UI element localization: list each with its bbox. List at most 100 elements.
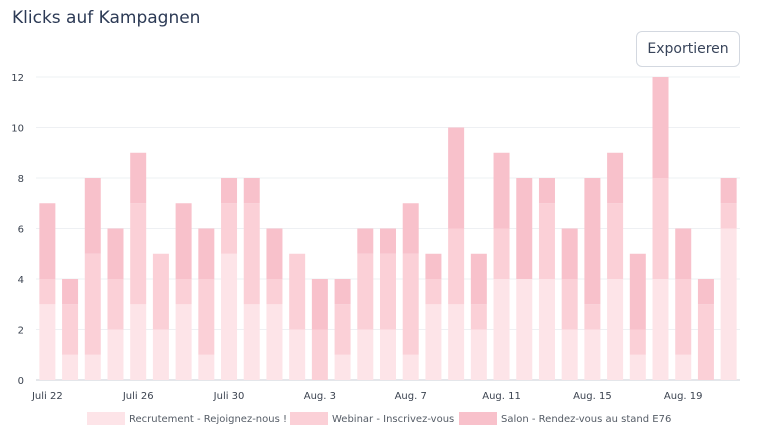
bar	[470, 253, 487, 305]
bar	[334, 304, 351, 355]
bar	[425, 304, 442, 380]
bar	[84, 178, 101, 254]
x-tick-label: Aug. 7	[395, 391, 427, 402]
y-tick-label: 4	[18, 275, 24, 286]
bar	[584, 329, 601, 380]
legend-swatch	[459, 412, 497, 425]
bar	[607, 279, 624, 380]
bar	[584, 178, 601, 305]
chart-title: Klicks auf Kampagnen	[12, 8, 201, 28]
bar	[538, 203, 555, 279]
bar	[538, 279, 555, 380]
bar	[221, 253, 238, 380]
bar	[107, 329, 124, 380]
bar	[448, 127, 465, 229]
bar	[84, 253, 101, 355]
bar	[266, 304, 283, 380]
bar	[311, 279, 328, 330]
bar	[493, 228, 510, 279]
bar	[357, 253, 374, 330]
legend-label: Webinar - Inscrivez-vous	[332, 414, 454, 425]
bar	[198, 354, 215, 380]
bar	[175, 279, 192, 305]
bar	[289, 329, 306, 380]
bar	[357, 228, 374, 254]
bar	[652, 178, 669, 279]
legend-swatch	[290, 412, 328, 425]
bar	[470, 329, 487, 380]
bar	[130, 304, 147, 380]
bar	[629, 329, 646, 355]
bar	[39, 304, 56, 380]
y-tick-label: 12	[11, 73, 24, 84]
bar	[266, 228, 283, 279]
legend-label: Recrutement - Rejoignez-nous !	[129, 414, 287, 425]
bar	[652, 77, 669, 178]
bar	[697, 279, 714, 305]
bar	[493, 152, 510, 229]
bar	[107, 228, 124, 279]
bar	[516, 279, 533, 380]
bar	[697, 304, 714, 380]
bar	[448, 228, 465, 305]
bar	[62, 304, 79, 355]
bar	[39, 203, 56, 279]
bar	[311, 329, 328, 380]
bar	[380, 228, 396, 254]
bar	[493, 279, 510, 380]
bar	[130, 203, 147, 305]
bar	[720, 178, 737, 204]
bar	[470, 304, 487, 330]
bar	[175, 304, 192, 380]
bar	[425, 253, 442, 279]
bar	[629, 354, 646, 380]
bar	[675, 228, 692, 279]
bar	[561, 329, 578, 380]
bar	[607, 152, 624, 204]
bar	[198, 228, 215, 279]
bar	[561, 228, 578, 279]
bar	[652, 279, 669, 380]
bar	[243, 203, 260, 305]
bar	[402, 253, 419, 355]
bar	[62, 279, 79, 305]
legend-label: Salon - Rendez-vous au stand E76	[501, 414, 671, 425]
bar	[243, 304, 260, 380]
bar	[675, 279, 692, 355]
x-tick-label: Aug. 19	[664, 391, 703, 402]
x-tick-label: Juli 30	[213, 391, 245, 402]
legend-swatch	[87, 412, 125, 425]
bar	[561, 279, 578, 330]
x-tick-label: Aug. 11	[482, 391, 521, 402]
y-tick-label: 10	[11, 124, 24, 135]
bar	[62, 354, 79, 380]
bar	[448, 304, 465, 380]
bar	[198, 279, 215, 355]
bar	[175, 203, 192, 279]
bar	[380, 329, 396, 380]
bar	[84, 354, 101, 380]
bar	[516, 178, 533, 279]
bar	[402, 354, 419, 380]
y-tick-label: 6	[18, 225, 24, 236]
bar	[607, 203, 624, 279]
bar	[720, 228, 737, 380]
y-tick-label: 0	[18, 376, 24, 387]
x-tick-label: Juli 22	[31, 391, 63, 402]
y-tick-label: 2	[18, 326, 24, 337]
bar	[107, 279, 124, 330]
bar	[243, 178, 260, 204]
bar	[289, 253, 306, 330]
bar	[380, 253, 396, 330]
bar	[720, 203, 737, 229]
bar	[334, 279, 351, 305]
bar	[357, 329, 374, 380]
bar	[629, 253, 646, 330]
x-tick-label: Juli 26	[122, 391, 154, 402]
bar	[334, 354, 351, 380]
bar	[675, 354, 692, 380]
export-button[interactable]: Exportieren	[636, 31, 740, 67]
bar	[402, 203, 419, 254]
bar	[538, 178, 555, 204]
